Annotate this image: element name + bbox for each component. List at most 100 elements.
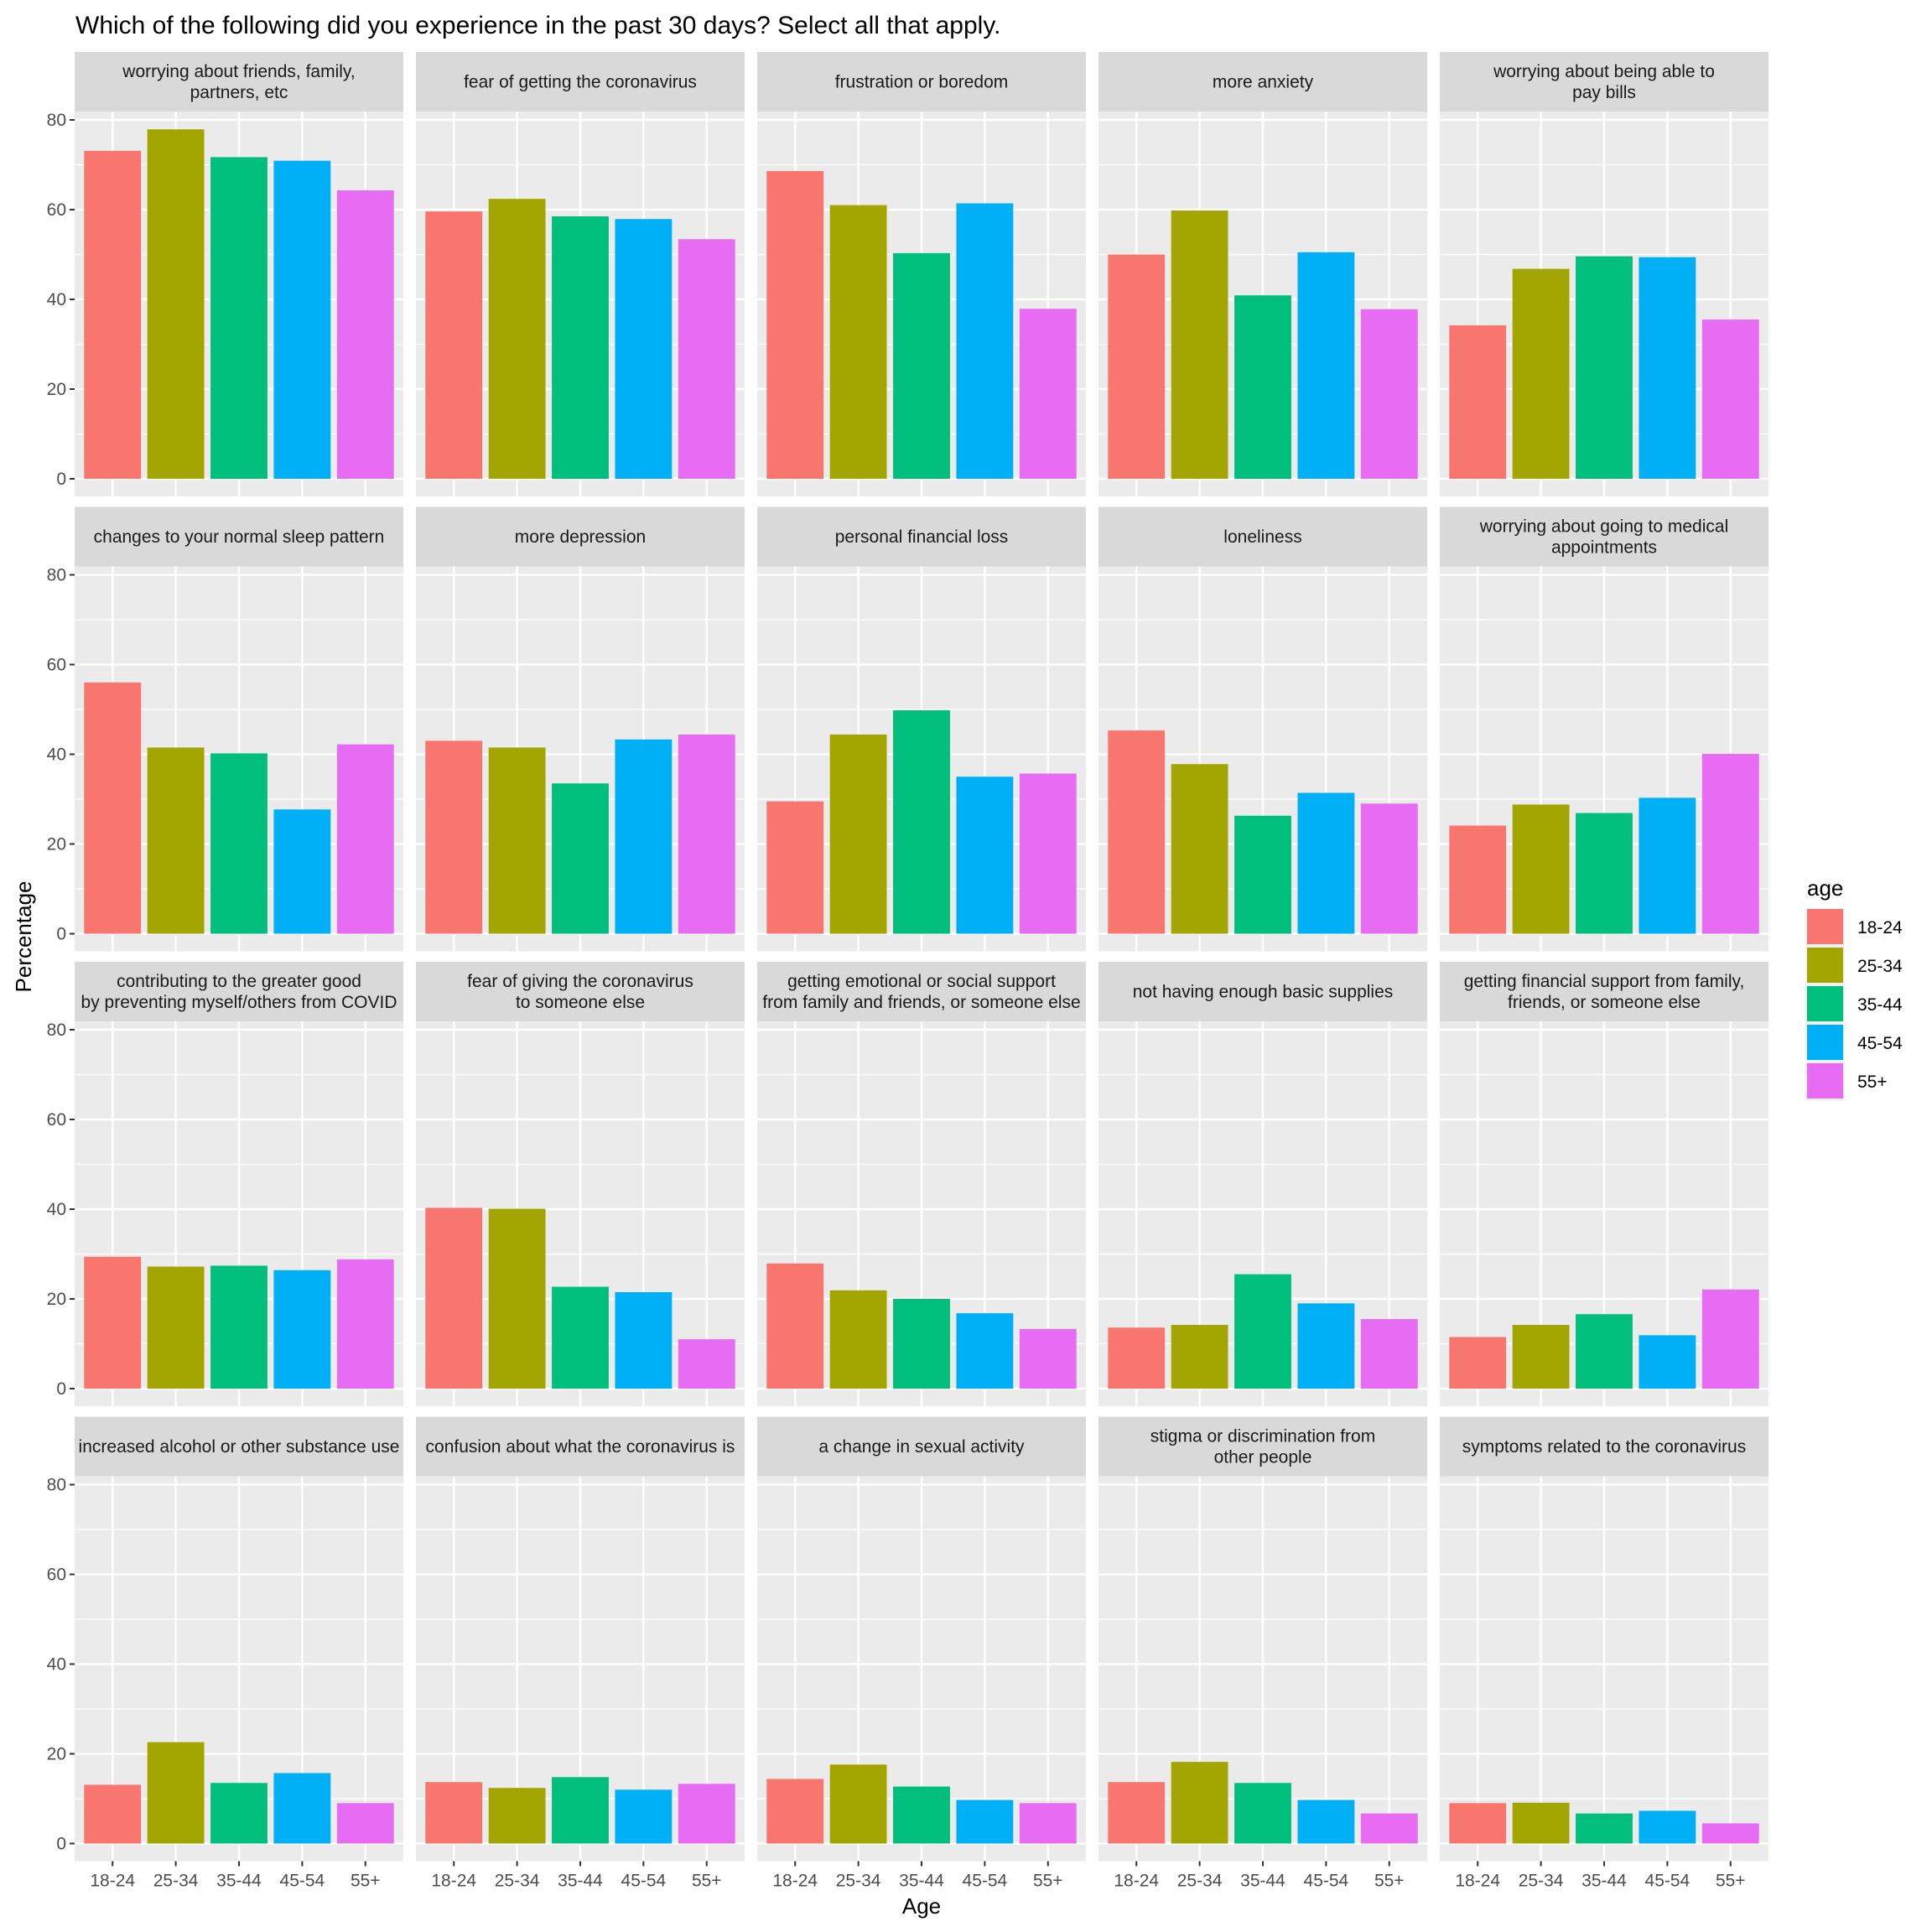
facet-panel: loneliness (1098, 506, 1427, 952)
x-tick-label: 18-24 (431, 1872, 476, 1891)
facet-panel: fear of getting the coronavirus (416, 52, 745, 496)
x-tick-label: 25-34 (1519, 1872, 1564, 1891)
legend-title: age (1807, 875, 1843, 901)
x-tick-label: 45-54 (621, 1872, 667, 1891)
facet-strip (416, 506, 745, 567)
bar-25-34 (829, 734, 887, 934)
facet-strip-label: from family and friends, or someone else (762, 993, 1080, 1012)
bar-45-54 (1297, 1303, 1355, 1389)
facet-panel: contributing to the greater good by preve… (47, 962, 403, 1406)
facet-strip-label: worrying about going to medical (1479, 517, 1729, 537)
bar-25-34 (1512, 1802, 1570, 1844)
facet-panel: more depression (416, 506, 745, 952)
facet-strip (75, 962, 403, 1021)
bar-35-44 (210, 1265, 267, 1389)
bar-18-24 (1449, 1803, 1507, 1844)
bar-55+ (1360, 1813, 1418, 1844)
y-tick-label: 40 (47, 745, 66, 765)
bar-35-44 (1576, 256, 1633, 479)
bar-35-44 (893, 1786, 950, 1844)
x-axis-title: Age (902, 1893, 941, 1919)
bar-25-34 (1171, 764, 1228, 934)
y-tick-label: 40 (47, 1655, 66, 1675)
x-tick-label: 55+ (1033, 1872, 1063, 1891)
bar-55+ (336, 1803, 394, 1844)
x-tick-label: 45-54 (280, 1872, 325, 1891)
y-tick-label: 80 (47, 1476, 66, 1495)
bar-55+ (678, 239, 735, 479)
x-tick-label: 55+ (1716, 1872, 1746, 1891)
facet-strip (1098, 1416, 1427, 1477)
x-tick-label: 45-54 (1645, 1872, 1690, 1891)
bar-18-24 (425, 211, 483, 479)
facet-strip (1098, 52, 1427, 112)
facet-strip-label: changes to your normal sleep pattern (94, 527, 385, 547)
bar-18-24 (1449, 825, 1507, 934)
bar-18-24 (84, 1256, 142, 1389)
bar-25-34 (1171, 210, 1228, 479)
legend-keys: 18-24 25-34 35-44 45-54 55+ (1805, 908, 1903, 1101)
bar-45-54 (615, 219, 673, 479)
bar-18-24 (84, 150, 142, 480)
bar-35-44 (1234, 815, 1291, 934)
bar-18-24 (425, 1208, 483, 1389)
bar-55+ (336, 1259, 394, 1389)
bar-25-34 (1171, 1762, 1228, 1844)
bar-45-54 (1639, 797, 1696, 934)
bar-18-24 (84, 682, 142, 934)
x-tick-label: 35-44 (216, 1872, 262, 1891)
facet-strip (757, 506, 1086, 567)
x-tick-label: 55+ (692, 1872, 722, 1891)
bar-35-44 (210, 157, 267, 479)
y-tick-label: 20 (47, 835, 66, 854)
bar-55+ (1701, 319, 1759, 479)
bar-45-54 (956, 776, 1014, 934)
bar-25-34 (829, 1290, 887, 1389)
bar-35-44 (893, 1299, 950, 1389)
bar-45-54 (1297, 252, 1355, 479)
facet-strip-label: symptoms related to the coronavirus (1462, 1437, 1746, 1457)
y-tick-label: 80 (47, 566, 66, 585)
y-tick-label: 60 (47, 200, 66, 220)
bar-45-54 (273, 809, 331, 934)
bar-45-54 (273, 1270, 331, 1389)
facet-panel: getting emotional or social support from … (757, 962, 1086, 1406)
bar-55+ (1360, 1319, 1418, 1389)
y-tick-label: 40 (47, 1200, 66, 1219)
facet-strip (1440, 1416, 1768, 1477)
bar-35-44 (1234, 1274, 1291, 1389)
x-tick-label: 25-34 (153, 1872, 199, 1891)
facet-panel: a change in sexual activity 18-24 25-34 35-… (757, 1416, 1086, 1891)
facet-strip-label: friends, or someone else (1508, 993, 1701, 1012)
facet-strip-label: personal financial loss (835, 527, 1009, 547)
legend-label: 55+ (1857, 1072, 1888, 1092)
bar-18-24 (1108, 1782, 1166, 1844)
bar-18-24 (1108, 730, 1166, 934)
facet-panel: not having enough basic supplies (1098, 962, 1427, 1406)
bar-55+ (678, 1784, 735, 1844)
bar-18-24 (1449, 1337, 1507, 1389)
facet-strip-label: fear of getting the coronavirus (464, 73, 697, 92)
bar-45-54 (1639, 1810, 1696, 1844)
facet-strip (1440, 506, 1768, 567)
bar-18-24 (1108, 1327, 1166, 1389)
legend-swatch-55+ (1807, 1063, 1843, 1098)
bar-35-44 (552, 216, 609, 479)
y-tick-label: 0 (56, 925, 66, 944)
bar-45-54 (956, 203, 1014, 479)
bar-25-34 (1512, 1325, 1570, 1389)
facet-strip (757, 962, 1086, 1021)
bar-18-24 (1449, 325, 1507, 479)
bar-25-34 (488, 199, 546, 479)
facet-strip (416, 962, 745, 1021)
facet-panel: worrying about being able to pay bills (1440, 52, 1768, 496)
facet-panel: more anxiety (1098, 52, 1427, 496)
bar-45-54 (1639, 257, 1696, 479)
facet-strip-label: stigma or discrimination from (1150, 1427, 1375, 1446)
facet-panel: increased alcohol or other substance use… (47, 1416, 403, 1891)
facet-panel: fear of giving the coronavirus to someone… (416, 962, 745, 1406)
bar-55+ (1360, 309, 1418, 479)
facet-strip (1098, 962, 1427, 1021)
bar-25-34 (147, 129, 205, 480)
x-tick-label: 18-24 (772, 1872, 818, 1891)
